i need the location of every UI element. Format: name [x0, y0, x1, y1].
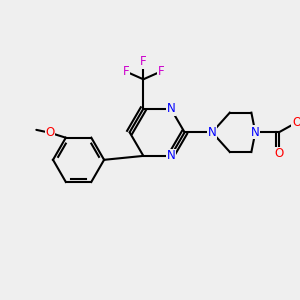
Text: O: O — [46, 126, 55, 139]
Text: F: F — [122, 65, 129, 78]
Text: N: N — [251, 126, 260, 139]
Text: N: N — [208, 126, 217, 139]
Text: N: N — [167, 102, 175, 115]
Text: F: F — [140, 55, 147, 68]
Text: O: O — [292, 116, 300, 129]
Text: F: F — [158, 65, 164, 78]
Text: N: N — [167, 149, 175, 162]
Text: O: O — [274, 147, 283, 161]
